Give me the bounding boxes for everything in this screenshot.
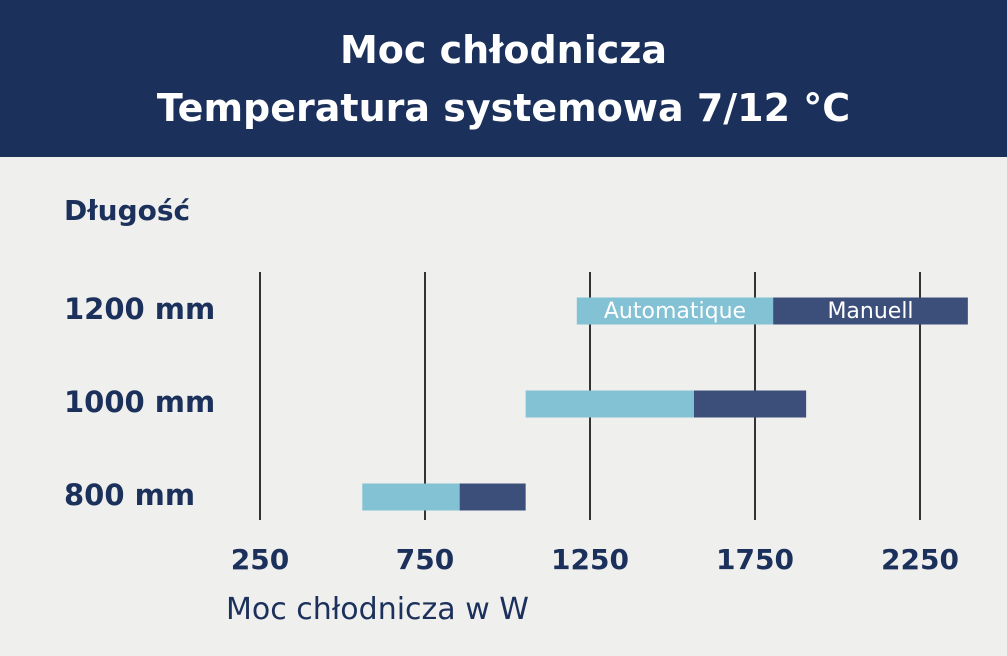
series-label-manuell: Manuell [827,299,913,324]
bar-800-mm-manuell [459,483,526,511]
x-tick-label-1750: 1750 [716,543,794,576]
x-axis-title: Moc chłodnicza w W [226,592,529,627]
x-tick-label-750: 750 [396,543,454,576]
category-label-1000-mm: 1000 mm [64,385,215,419]
bar-800-mm-automatique [362,483,460,511]
x-tick-label-250: 250 [231,543,289,576]
category-label-800-mm: 800 mm [64,478,195,512]
chart-title-line-1: Moc chłodnicza [339,28,668,72]
bar-1200-mm-automatique [576,297,774,325]
header-banner: Moc chłodnicza Temperatura systemowa 7/1… [0,0,1007,157]
y-axis-title: Długość [64,194,191,227]
bar-1200-mm-manuell [773,297,968,325]
x-tick-label-2250: 2250 [881,543,959,576]
chart-title-line-2: Temperatura systemowa 7/12 °C [156,86,851,130]
bar-1000-mm-automatique [525,390,694,418]
category-label-1200-mm: 1200 mm [64,292,215,326]
x-tick-label-1250: 1250 [551,543,629,576]
series-label-automatique: Automatique [604,299,746,324]
bar-1000-mm-manuell [693,390,807,418]
